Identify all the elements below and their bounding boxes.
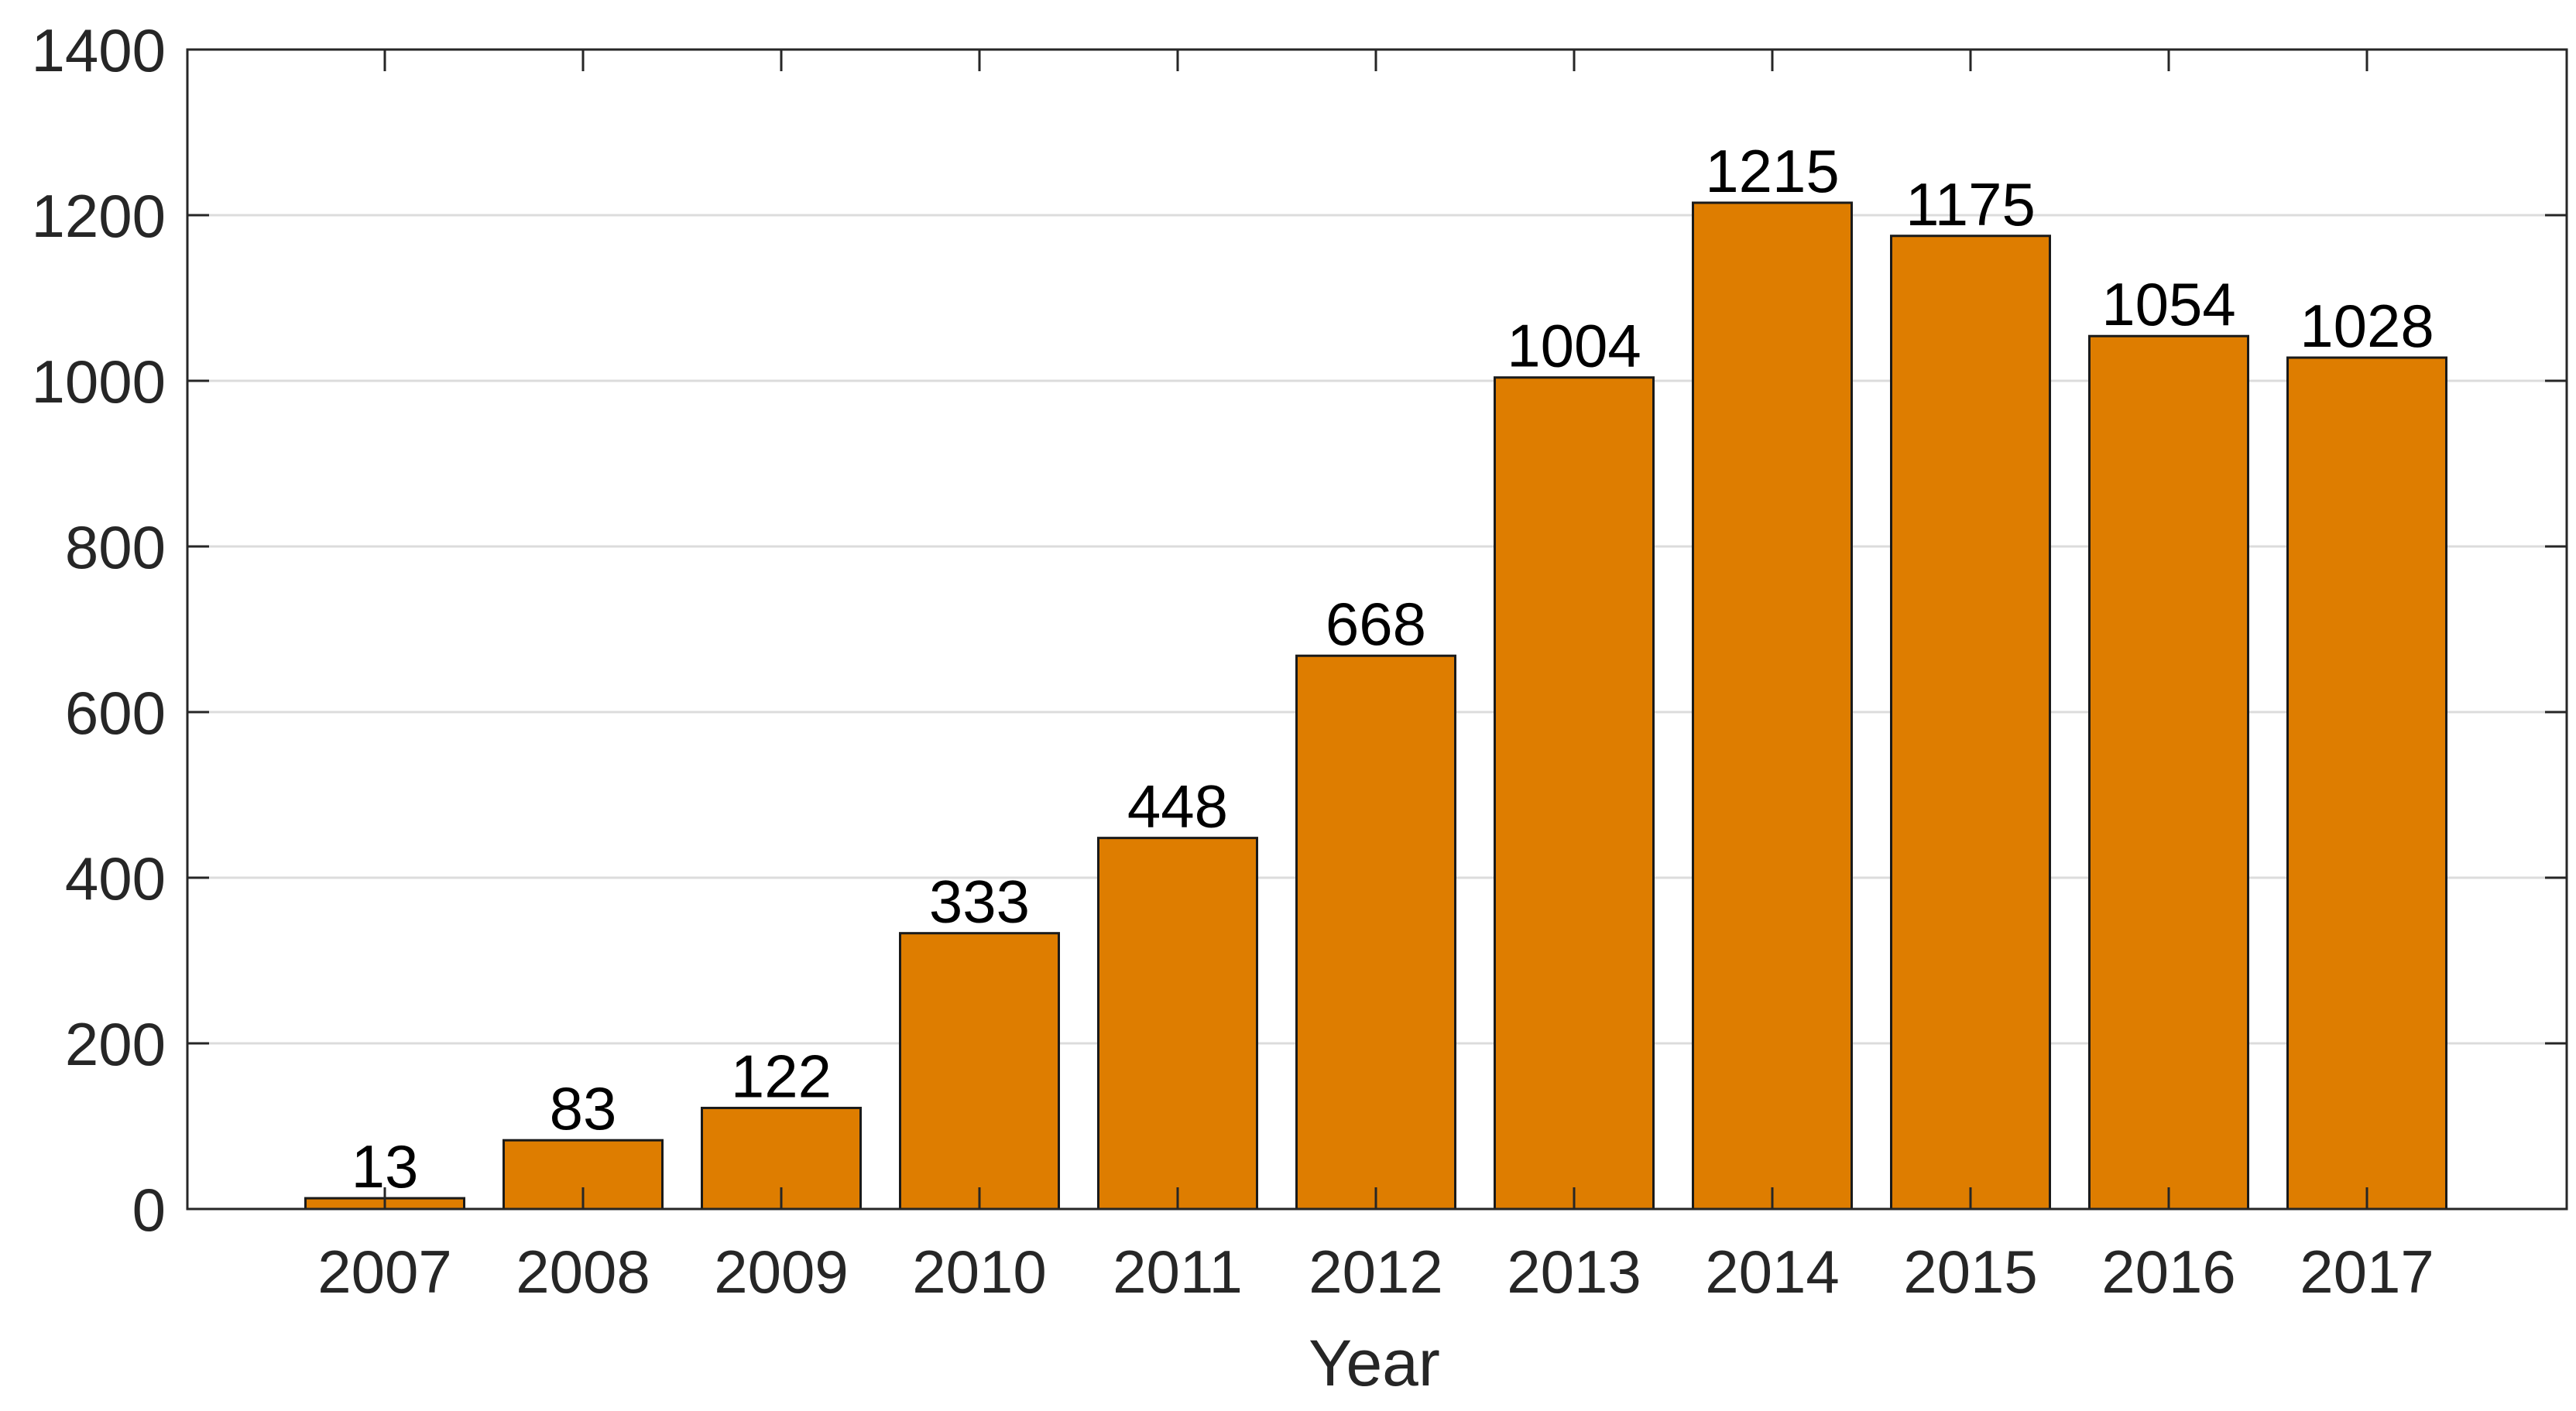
x-tick-labels: 2007 2008 2009 2010 2011 2012 2013 2014 2015 2016…	[317, 1238, 2434, 1306]
y-tick-label: 1400	[31, 16, 166, 84]
y-tick-label: 200	[65, 1010, 166, 1078]
y-tick-label: 400	[65, 844, 166, 913]
bar	[1295, 654, 1456, 1211]
x-tick-label: 2007	[317, 1238, 452, 1306]
bar-value-label: 1054	[2101, 270, 2236, 338]
bar-value-label: 333	[929, 868, 1030, 936]
bar-value-label: 448	[1127, 772, 1228, 841]
bar-value-label: 668	[1326, 590, 1426, 658]
bar-value-label: 1215	[1705, 137, 1840, 205]
x-tick-label: 2015	[1903, 1238, 2038, 1306]
bar-value-label: 13	[352, 1132, 419, 1200]
axes	[186, 48, 2568, 1211]
bar	[1097, 837, 1258, 1211]
x-tick-label: 2011	[1113, 1238, 1243, 1306]
y-tick-label: 1000	[31, 348, 166, 416]
x-tick-label: 2009	[714, 1238, 849, 1306]
x-axis-title: Year	[1309, 1327, 1440, 1399]
bar	[2088, 334, 2249, 1211]
y-tick-label: 1200	[31, 182, 166, 250]
bar	[2286, 356, 2447, 1211]
y-tick-label: 600	[65, 679, 166, 747]
bar-value-label: 122	[731, 1042, 832, 1110]
bar	[1494, 376, 1655, 1211]
bar	[1890, 235, 2051, 1211]
bar-value-label: 83	[550, 1074, 617, 1142]
x-tick-label: 2014	[1705, 1238, 1840, 1306]
y-tick-label: 800	[65, 513, 166, 581]
bar-value-label: 1175	[1905, 170, 2036, 238]
x-tick-label: 2010	[912, 1238, 1047, 1306]
bar	[1692, 201, 1853, 1211]
x-tick-label: 2017	[2300, 1238, 2434, 1306]
x-tick-label: 2016	[2101, 1238, 2236, 1306]
x-tick-label: 2012	[1309, 1238, 1443, 1306]
y-tick-labels: 0 200 400 600 800 1000 1200 1400	[31, 16, 166, 1244]
bar	[899, 932, 1060, 1211]
data-labels: 13 83 122 333 448 668 1004 1215 1175 1054 1028	[352, 137, 2434, 1200]
y-tick-label: 0	[132, 1176, 166, 1244]
bar-value-label: 1004	[1507, 312, 1641, 380]
x-tick-label: 2008	[516, 1238, 650, 1306]
bar-value-label: 1028	[2300, 292, 2434, 360]
bars	[304, 201, 2447, 1211]
x-tick-label: 2013	[1507, 1238, 1641, 1306]
